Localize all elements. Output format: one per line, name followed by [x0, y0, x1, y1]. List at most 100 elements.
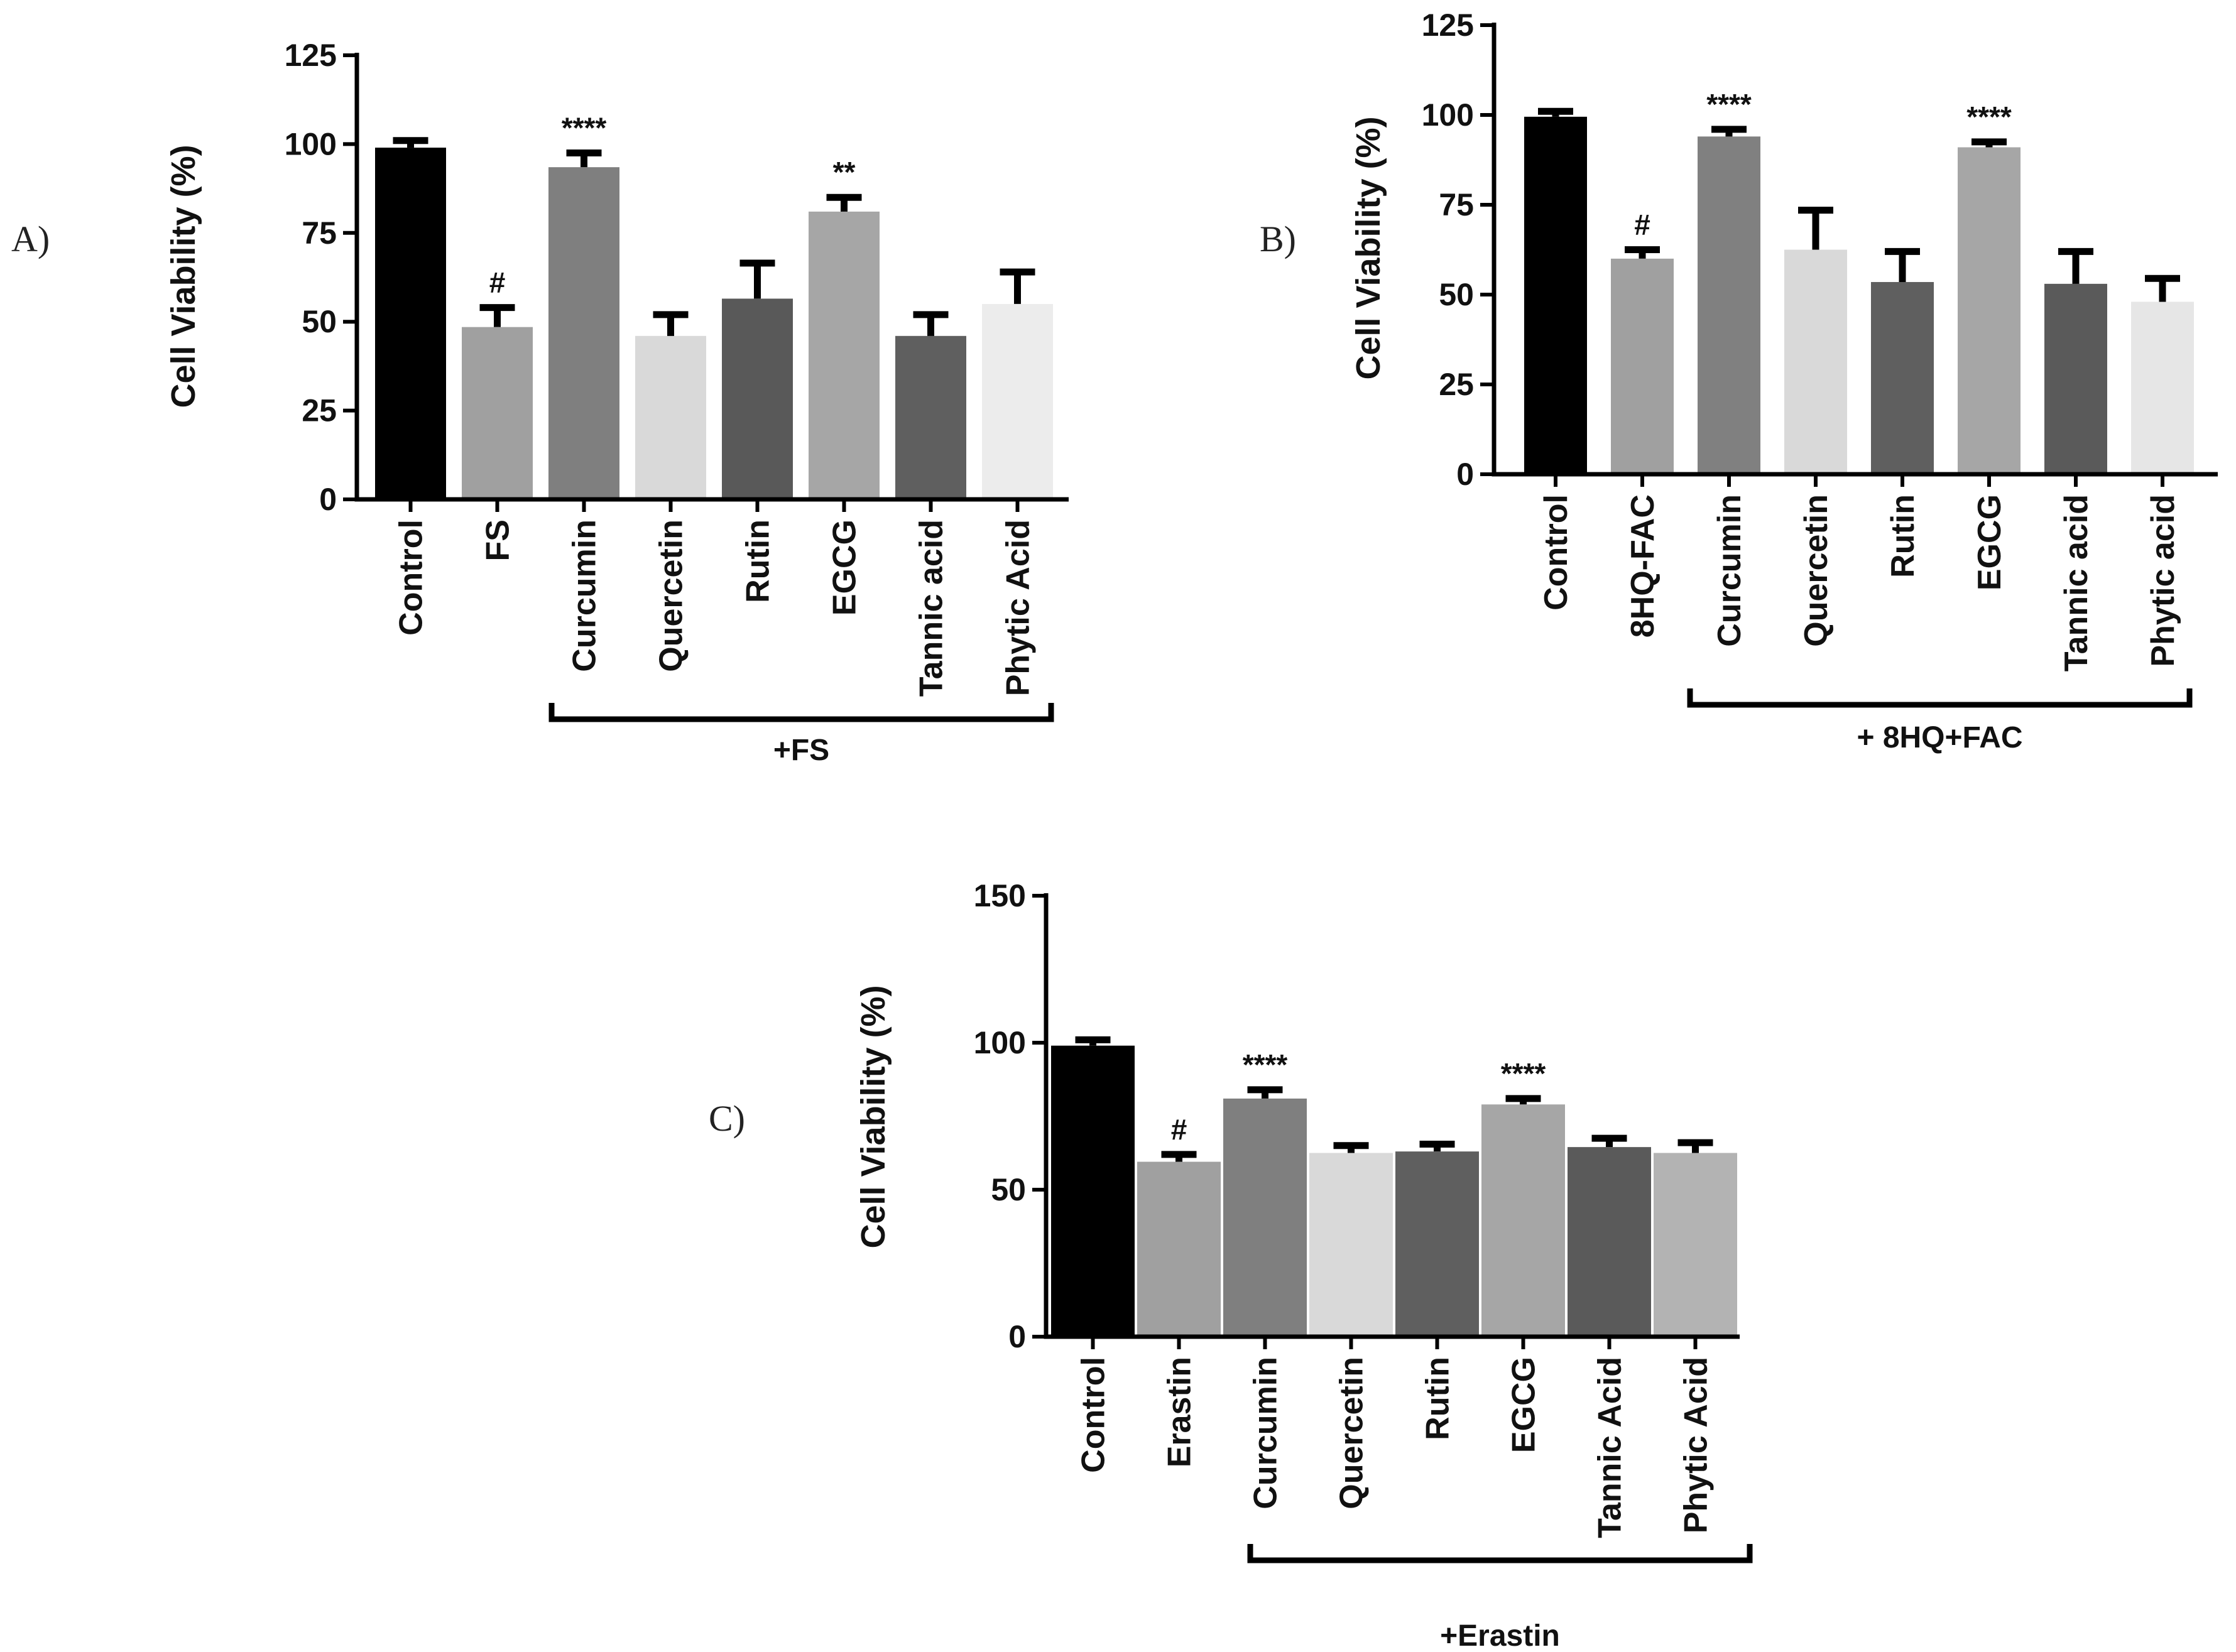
bracket-label: +FS: [773, 734, 829, 767]
bar: [1309, 1153, 1393, 1337]
category-label: EGCG: [1506, 1357, 1542, 1453]
error-bar: [1075, 1036, 1111, 1046]
bar: [982, 303, 1053, 499]
y-tick-label: 100: [285, 126, 337, 161]
error-bar: [2058, 247, 2093, 284]
bracket-label: +Erastin: [1440, 1619, 1560, 1652]
category-label: 8HQ-FAC: [1625, 494, 1661, 638]
error-bar: [913, 311, 949, 336]
category-label: EGCG: [827, 519, 863, 616]
error-bar: [1505, 1095, 1541, 1105]
bracket-label: + 8HQ+FAC: [1857, 721, 2022, 754]
error-bar: [1419, 1140, 1455, 1152]
significance-mark: ****: [1706, 88, 1752, 121]
error-bar: [1000, 268, 1035, 304]
error-bar: [479, 304, 515, 327]
panel-a: A) Cell Viability (%) 0 25 50 75 100 125 Control…: [11, 38, 1069, 767]
y-tick-label: 50: [991, 1172, 1026, 1207]
y-tick-label: 0: [319, 482, 337, 517]
y-tick-label: 25: [302, 393, 337, 428]
y-tick-label: 0: [1008, 1319, 1026, 1354]
category-label: Curcumin: [1248, 1357, 1284, 1509]
error-bar: [1971, 138, 2007, 148]
error-bar: [826, 193, 862, 212]
bar: [635, 335, 706, 499]
category-label: Phytic acid: [2145, 494, 2181, 667]
category-label: Control: [393, 519, 430, 636]
error-bar: [1538, 107, 1573, 117]
category-label: Tannic acid: [2058, 494, 2095, 671]
error-bar: [739, 259, 775, 299]
bar: [722, 298, 793, 499]
error-bar: [393, 137, 428, 148]
category-label: Quercetin: [653, 519, 690, 672]
significance-mark: ****: [562, 112, 607, 144]
bar: [1654, 1153, 1737, 1337]
y-tick-label: 125: [1422, 8, 1474, 43]
bar: [1568, 1147, 1651, 1337]
y-tick-label: 25: [1439, 367, 1474, 402]
panel-label: B): [1260, 219, 1296, 259]
significance-mark: **: [833, 156, 856, 188]
significance-mark: ****: [1243, 1048, 1288, 1081]
category-label: Rutin: [1885, 494, 1921, 578]
error-bar: [1333, 1142, 1369, 1153]
bar: [1784, 249, 1847, 474]
axis-lines: [354, 53, 1069, 502]
category-label: Erastin: [1162, 1357, 1198, 1467]
error-bar: [653, 311, 689, 336]
y-axis-label: Cell Viability (%): [854, 985, 892, 1248]
bar: [1871, 281, 1934, 474]
bar: [1051, 1045, 1135, 1337]
bar: [1481, 1104, 1565, 1337]
error-bar: [1798, 207, 1833, 250]
significance-mark: ****: [1966, 101, 2012, 133]
category-label: Tannic acid: [913, 519, 950, 697]
category-label: Control: [1538, 494, 1574, 611]
bar: [1958, 147, 2021, 475]
category-label: Curcumin: [1711, 494, 1748, 647]
error-bar: [1161, 1151, 1197, 1162]
bar: [1137, 1161, 1221, 1337]
panel-b: B) Cell Viability (%) 0 25 50 75 100 125 Control…: [1260, 8, 2218, 754]
bar: [1698, 136, 1760, 474]
y-tick-label: 150: [974, 878, 1026, 913]
panel-c: C) Cell Viability (%) 0 50 100 150 Control # Era…: [709, 878, 1753, 1652]
significance-mark: ****: [1501, 1057, 1546, 1090]
error-bar: [1885, 247, 1920, 282]
bar: [895, 335, 966, 499]
error-bar: [1711, 126, 1747, 137]
y-tick-label: 75: [302, 215, 337, 251]
y-tick-label: 125: [285, 38, 337, 73]
error-bar: [1591, 1134, 1627, 1148]
significance-mark: #: [1634, 209, 1650, 241]
category-label: FS: [480, 519, 516, 561]
category-label: Phytic Acid: [1000, 519, 1037, 696]
category-label: EGCG: [1971, 494, 2008, 590]
error-bar: [1247, 1086, 1283, 1099]
error-bar: [1625, 246, 1660, 259]
category-label: Rutin: [740, 519, 777, 603]
bar: [1524, 116, 1587, 475]
bar: [1611, 258, 1674, 474]
y-tick-label: 50: [302, 304, 337, 339]
axis-lines: [1044, 893, 1740, 1339]
category-label: Quercetin: [1334, 1357, 1370, 1509]
bar: [1395, 1151, 1479, 1337]
y-tick-label: 100: [974, 1025, 1026, 1060]
treatment-bracket: [1247, 1544, 1753, 1563]
bar: [462, 327, 533, 499]
error-bar: [2145, 274, 2180, 302]
category-label: Curcumin: [567, 519, 603, 672]
bar: [809, 211, 880, 499]
category-label: Quercetin: [1798, 494, 1835, 647]
bar: [2131, 302, 2194, 474]
y-tick-label: 75: [1439, 187, 1474, 222]
bar: [2044, 283, 2107, 474]
y-tick-label: 50: [1439, 277, 1474, 312]
treatment-bracket: [1687, 688, 2193, 708]
panel-label: C): [709, 1098, 745, 1139]
category-label: Phytic Acid: [1678, 1357, 1715, 1533]
y-tick-label: 0: [1456, 457, 1474, 492]
